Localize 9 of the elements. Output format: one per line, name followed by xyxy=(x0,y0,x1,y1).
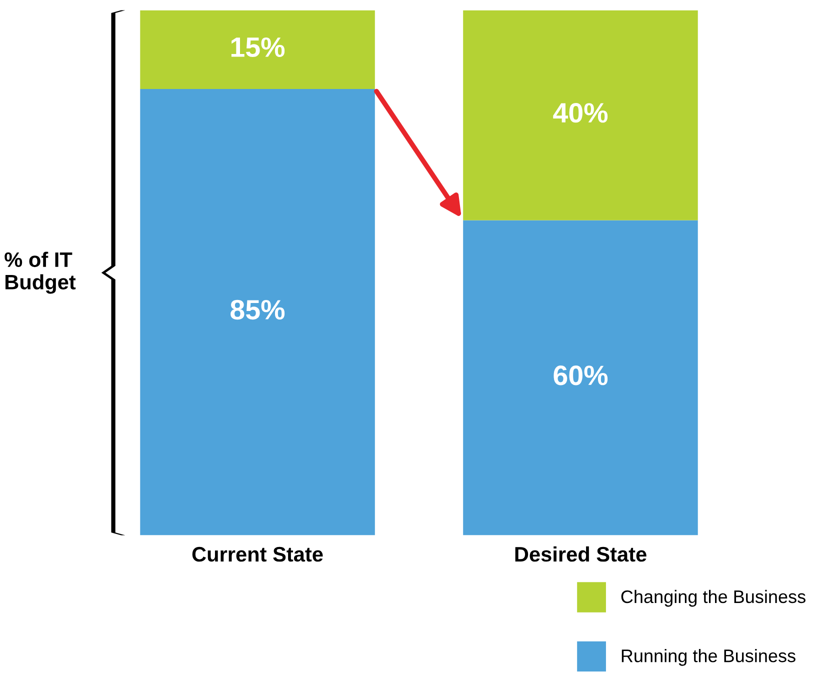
data-label: 60% xyxy=(554,366,608,386)
data-label: 85% xyxy=(230,300,285,320)
data-label: 40% xyxy=(553,103,608,123)
legend-label: Running the Business xyxy=(622,648,796,666)
data-label: 15% xyxy=(231,37,285,58)
x-tick-label: Current State xyxy=(192,546,323,562)
y-axis-title: % of IT Budget xyxy=(4,252,76,294)
x-tick-label: Desired State xyxy=(515,546,646,562)
legend-label: Changing the Business xyxy=(621,590,806,607)
